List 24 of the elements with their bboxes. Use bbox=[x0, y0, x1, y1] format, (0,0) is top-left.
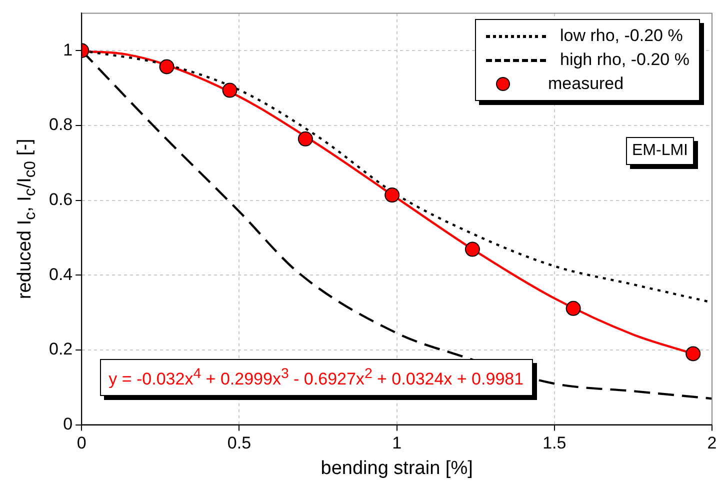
y-tick-label: 0.2 bbox=[48, 340, 73, 359]
point bbox=[686, 346, 701, 362]
y-tick-label: 0.8 bbox=[48, 115, 73, 134]
x-tick-label: 0.5 bbox=[227, 434, 252, 453]
point bbox=[222, 82, 238, 98]
legend-label: measured bbox=[548, 74, 624, 94]
point bbox=[464, 242, 480, 257]
x-tick-label: 1.5 bbox=[542, 434, 566, 453]
point bbox=[566, 300, 581, 316]
y-tick-label: 0 bbox=[63, 414, 73, 434]
x-tick-label: 1 bbox=[392, 434, 402, 453]
y-tick-label: 0.4 bbox=[48, 264, 73, 284]
y-tick-label: 1 bbox=[63, 40, 73, 60]
x-axis-title: bending strain [%] bbox=[320, 458, 473, 479]
y-tick-label: 0.6 bbox=[48, 190, 73, 209]
x-tick-label: 2 bbox=[707, 434, 717, 453]
annotation: EM-LMI bbox=[626, 136, 694, 165]
point bbox=[298, 131, 313, 146]
legend-label: high rho, -0.20 % bbox=[560, 50, 690, 70]
point bbox=[384, 188, 400, 203]
legend-label: low rho, -0.20 % bbox=[560, 26, 683, 46]
point bbox=[159, 59, 174, 74]
x-tick-label: 0 bbox=[76, 434, 86, 453]
annotation: y = -0.032x$^{4}$ + 0.2999x$^{3}$ - 0.6927x$^{2}$ + 0.0324x + 0.9981 bbox=[100, 358, 533, 396]
